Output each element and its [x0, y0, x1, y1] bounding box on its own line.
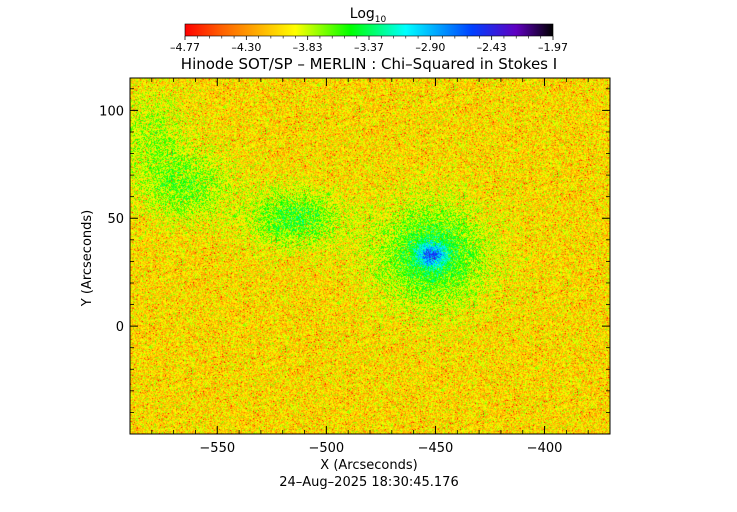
colorbar: Log10 –4.77 –4.30 –3.83 –3.37 –2.90 –2.43 –1.9…	[170, 6, 568, 54]
y-axis-label: Y (Arcseconds)	[80, 210, 95, 307]
y-tick-label: 0	[116, 320, 124, 335]
y-axis: 0 50 100	[99, 88, 610, 413]
y-tick-label: 100	[99, 104, 124, 119]
x-tick-label: −500	[309, 441, 345, 456]
colorbar-tick-label: –2.43	[477, 41, 507, 54]
colorbar-ticks: –4.77 –4.30 –3.83 –3.37 –2.90 –2.43 –1.97	[170, 36, 568, 54]
chart-title: Hinode SOT/SP – MERLIN : Chi–Squared in …	[181, 55, 557, 73]
colorbar-gradient	[184, 23, 554, 37]
colorbar-tick-label: –4.30	[231, 41, 261, 54]
colorbar-tick-label: –3.83	[293, 41, 323, 54]
y-tick-label: 50	[107, 212, 124, 227]
x-tick-label: −400	[527, 441, 563, 456]
x-tick-label: −450	[418, 441, 454, 456]
colorbar-tick-label: –1.97	[538, 41, 568, 54]
x-axis: −550 −500 −450 −400	[129, 78, 611, 456]
colorbar-label: Log10	[350, 6, 387, 25]
colorbar-tick-label: –2.90	[415, 41, 445, 54]
colorbar-label-subscript: 10	[375, 15, 387, 25]
heatmap-image	[129, 77, 611, 435]
x-tick-label: −550	[199, 441, 235, 456]
x-axis-label: X (Arcseconds)	[320, 458, 417, 473]
timestamp: 24–Aug–2025 18:30:45.176	[279, 475, 458, 490]
colorbar-label-base: Log	[350, 6, 375, 22]
heatmap-canvas	[130, 78, 610, 434]
colorbar-tick-label: –3.37	[354, 41, 384, 54]
colorbar-tick-label: –4.77	[170, 41, 200, 54]
